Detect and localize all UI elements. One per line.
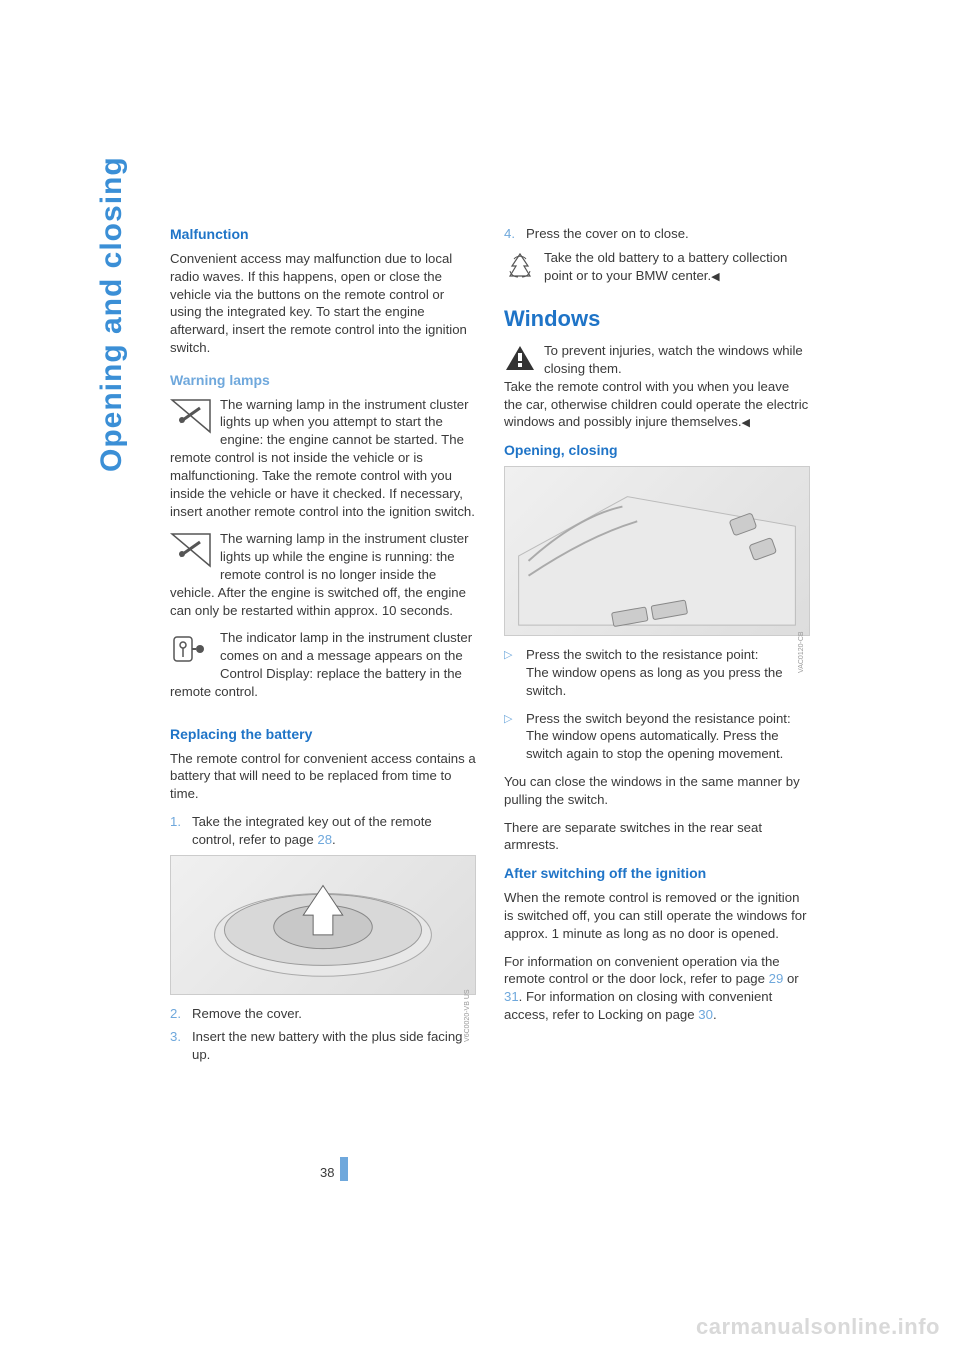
bullet-icon: ▷: [504, 646, 526, 699]
left-column: Malfunction Convenient access may malfun…: [170, 225, 476, 1070]
windows-warn-text: To prevent injuries, watch the windows w…: [544, 343, 803, 376]
step3-text: Insert the new battery with the plus sid…: [192, 1028, 476, 1064]
list-number: 3.: [170, 1028, 192, 1064]
list-item: 1. Take the integrated key out of the re…: [170, 813, 476, 849]
list-item: ▷ Press the switch to the resistance poi…: [504, 646, 810, 699]
right-column: 4. Press the cover on to close. Take the…: [504, 225, 810, 1070]
recycle-text: Take the old battery to a battery collec…: [544, 250, 787, 283]
warning-p3: The indicator lamp in the instrument clu…: [170, 629, 476, 700]
malfunction-body: Convenient access may malfunction due to…: [170, 250, 476, 357]
content-area: Malfunction Convenient access may malfun…: [170, 225, 810, 1070]
list-item: 3. Insert the new battery with the plus …: [170, 1028, 476, 1064]
remote-battery-image: V6C0020-VB US: [170, 855, 476, 995]
opening-p1: You can close the windows in the same ma…: [504, 773, 810, 809]
step2-text: Remove the cover.: [192, 1005, 476, 1023]
list-number: 1.: [170, 813, 192, 849]
key-battery-icon: [170, 631, 212, 667]
heading-after-ignition: After switching off the ignition: [504, 864, 810, 883]
image-code: V6C0020-VB US: [464, 990, 473, 1043]
bullet-icon: ▷: [504, 710, 526, 763]
page-number: 38: [320, 1165, 334, 1180]
page-link-30[interactable]: 30: [698, 1007, 713, 1022]
list-item: 2. Remove the cover.: [170, 1005, 476, 1023]
warning-block-1: The warning lamp in the instrument clust…: [170, 396, 476, 531]
warning-block-3: The indicator lamp in the instrument clu…: [170, 629, 476, 710]
heading-replacing-battery: Replacing the battery: [170, 725, 476, 744]
recycle-block: Take the old battery to a battery collec…: [504, 249, 810, 285]
section-title-vertical: Opening and closing: [95, 156, 129, 472]
end-marker-icon: ◀: [711, 271, 719, 283]
replacing-body: The remote control for convenient access…: [170, 750, 476, 803]
warning-block-2: The warning lamp in the instrument clust…: [170, 530, 476, 629]
bullet2-text: Press the switch beyond the resistance p…: [526, 710, 810, 763]
warning-triangle-icon: [504, 344, 536, 372]
heading-windows: Windows: [504, 304, 810, 334]
windows-body: Take the remote control with you when yo…: [504, 378, 810, 431]
page-link-28[interactable]: 28: [317, 832, 332, 847]
after-p2: For information on convenient operation …: [504, 953, 810, 1024]
list-number: 2.: [170, 1005, 192, 1023]
heading-opening-closing: Opening, closing: [504, 441, 810, 460]
key-warning-icon: [170, 532, 212, 568]
end-marker-icon: ◀: [742, 417, 750, 429]
step4-text: Press the cover on to close.: [526, 225, 810, 243]
page-tab-marker: [340, 1157, 348, 1181]
list-item: 4. Press the cover on to close.: [504, 225, 810, 243]
watermark: carmanualsonline.info: [696, 1314, 940, 1340]
windows-warning-block: To prevent injuries, watch the windows w…: [504, 342, 810, 378]
recycle-icon: [504, 251, 536, 281]
image-code: VAC0120-CB: [798, 631, 807, 673]
page-link-29[interactable]: 29: [769, 971, 784, 986]
list-number: 4.: [504, 225, 526, 243]
opening-p2: There are separate switches in the rear …: [504, 819, 810, 855]
after-p1: When the remote control is removed or th…: [504, 889, 810, 942]
warning-p1: The warning lamp in the instrument clust…: [170, 396, 476, 521]
page-link-31[interactable]: 31: [504, 989, 519, 1004]
step1-text: Take the integrated key out of the remot…: [192, 813, 476, 849]
heading-malfunction: Malfunction: [170, 225, 476, 244]
window-switch-image: VAC0120-CB: [504, 466, 810, 636]
warning-p2: The warning lamp in the instrument clust…: [170, 530, 476, 619]
list-item: ▷ Press the switch beyond the resistance…: [504, 710, 810, 763]
heading-warning-lamps: Warning lamps: [170, 371, 476, 390]
key-warning-icon: [170, 398, 212, 434]
bullet1-text: Press the switch to the resistance point…: [526, 646, 810, 699]
